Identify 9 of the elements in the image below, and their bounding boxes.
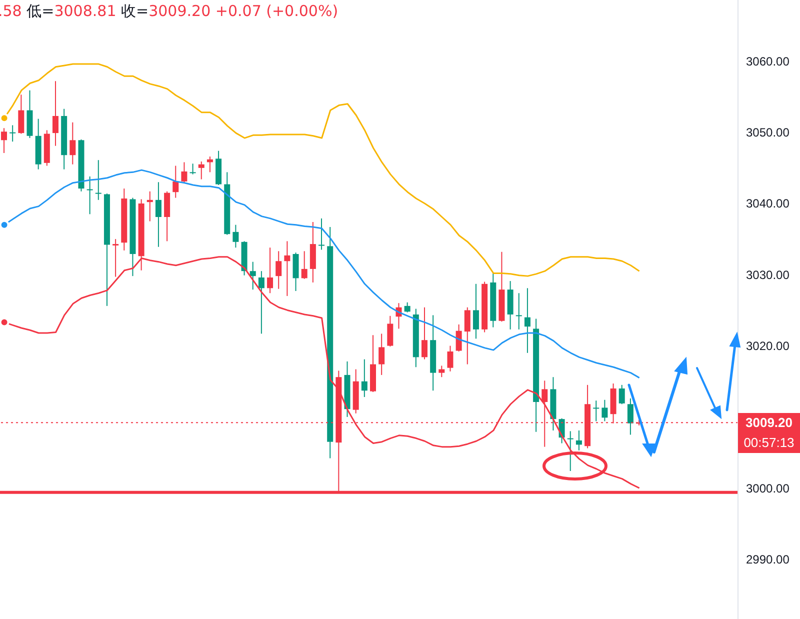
y-tick-label: 3020.00 bbox=[746, 339, 790, 354]
y-tick-label: 3000.00 bbox=[746, 481, 790, 496]
y-tick-label: 3050.00 bbox=[746, 126, 790, 140]
y-tick-label: 2990.00 bbox=[746, 552, 790, 566]
text: 00:57:13 bbox=[742, 434, 796, 452]
y-tick-label: 3060.00 bbox=[746, 54, 790, 68]
y-tick-label: 3030.00 bbox=[746, 268, 790, 282]
y-tick-label: 3040.00 bbox=[746, 196, 790, 211]
ref-line-label: 3009.20 bbox=[744, 414, 794, 432]
